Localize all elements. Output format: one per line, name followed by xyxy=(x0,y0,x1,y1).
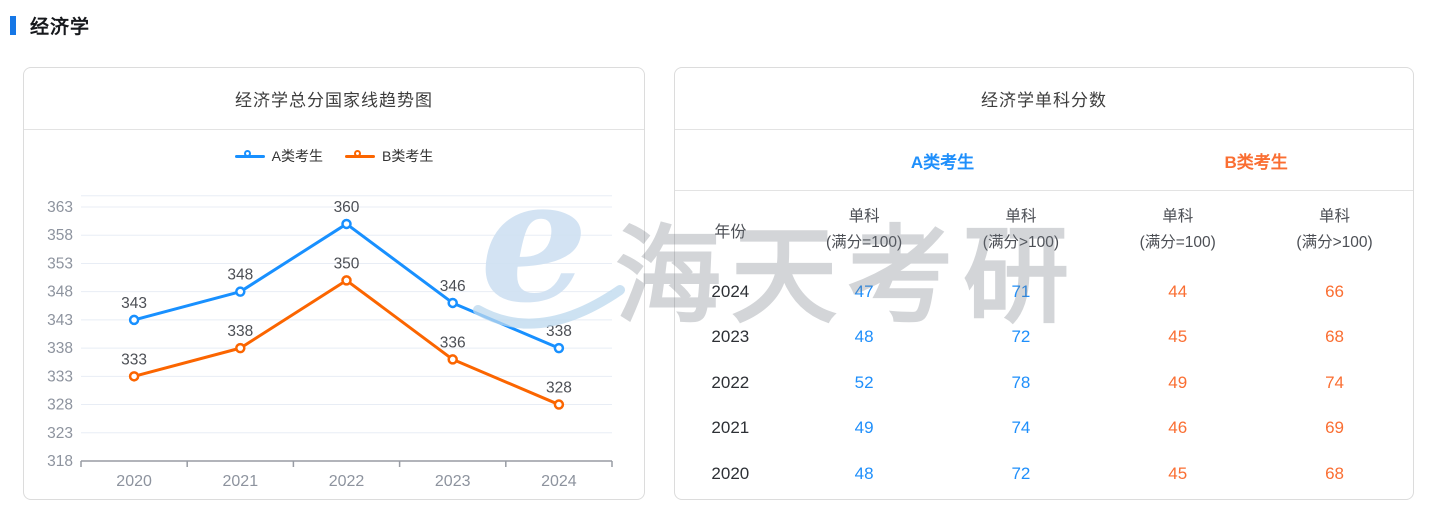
chart-legend: A类考生 B类考生 xyxy=(24,146,644,166)
data-point-label: 343 xyxy=(121,295,147,312)
cell-score-a1: 49 xyxy=(854,418,874,438)
table-card-title-row: 经济学单科分数 xyxy=(675,68,1413,130)
line-series xyxy=(132,222,561,350)
cell-score-b2: 69 xyxy=(1325,418,1344,438)
cell-year: 2020 xyxy=(711,463,750,483)
y-axis-tick-label: 318 xyxy=(47,453,73,470)
data-point-marker[interactable] xyxy=(553,399,565,410)
data-point-label: 348 xyxy=(227,267,253,284)
cell-score-a2: 71 xyxy=(1011,281,1031,301)
cell-score-b2: 68 xyxy=(1325,327,1344,347)
y-axis-tick-label: 323 xyxy=(47,425,73,442)
cell-score-b2: 68 xyxy=(1325,463,1344,483)
data-point-marker[interactable] xyxy=(235,286,246,297)
cell-score-b1: 46 xyxy=(1168,418,1188,438)
y-axis-tick-label: 358 xyxy=(47,227,73,244)
cell-year: 2021 xyxy=(711,418,750,438)
cell-year: 2024 xyxy=(711,281,750,301)
cell-score-a1: 47 xyxy=(854,281,874,301)
x-axis-tick-label: 2021 xyxy=(223,473,259,490)
y-axis-tick-label: 328 xyxy=(47,397,73,414)
col-header-a2: 单科 (满分>100) xyxy=(982,207,1060,251)
table-row: 2023 48 72 45 68 xyxy=(675,315,1413,361)
data-point-label: 338 xyxy=(227,323,253,340)
data-point-marker[interactable] xyxy=(128,371,140,382)
cell-score-b1: 44 xyxy=(1168,281,1188,301)
table-row: 2021 49 74 46 69 xyxy=(675,406,1413,452)
cell-year: 2022 xyxy=(711,372,750,392)
cell-score-b1: 45 xyxy=(1168,327,1188,347)
cell-score-b1: 49 xyxy=(1168,372,1188,392)
trend-line-chart[interactable]: 318 323 328 333 338 343 348 353 358 363 2020 2021 20… xyxy=(24,180,646,500)
cell-score-a1: 48 xyxy=(854,327,874,347)
accent-bar xyxy=(10,16,16,35)
data-point-label: 360 xyxy=(334,199,360,216)
y-axis-tick-label: 338 xyxy=(47,340,73,357)
chart-title: 经济学总分国家线趋势图 xyxy=(235,91,433,110)
y-axis-tick-label: 343 xyxy=(47,312,73,329)
y-axis-tick-label: 363 xyxy=(47,199,73,216)
data-point-marker[interactable] xyxy=(235,342,246,354)
legend-item-a[interactable]: A类考生 xyxy=(234,146,323,166)
table-row: 2020 48 72 45 68 xyxy=(675,451,1413,497)
data-point-marker[interactable] xyxy=(341,275,352,286)
table-row: 2022 52 78 49 74 xyxy=(675,360,1413,406)
group-header-row: A类考生 B类考生 xyxy=(675,130,1413,191)
col-header-b1: 单科 (满分=100) xyxy=(1139,207,1216,251)
legend-label-b: B类考生 xyxy=(382,148,434,164)
col-header-year: 年份 xyxy=(714,224,747,241)
group-header-b: B类考生 xyxy=(1224,152,1288,172)
legend-marker-b-icon xyxy=(345,149,375,163)
table-row: 2024 47 71 44 66 xyxy=(675,269,1413,315)
legend-item-b[interactable]: B类考生 xyxy=(345,146,433,166)
y-axis-tick-label: 333 xyxy=(47,368,73,385)
section-header: 经济学 xyxy=(10,12,90,39)
line-series xyxy=(132,278,561,407)
cell-score-a2: 74 xyxy=(1011,418,1031,438)
cell-score-a2: 72 xyxy=(1011,327,1031,347)
data-point-label: 328 xyxy=(546,380,572,397)
data-point-label: 338 xyxy=(546,323,572,340)
legend-label-a: A类考生 xyxy=(271,148,323,164)
group-header-a: A类考生 xyxy=(910,152,975,172)
cell-score-a1: 48 xyxy=(854,463,874,483)
cell-score-a2: 78 xyxy=(1011,372,1031,392)
data-point-label: 333 xyxy=(121,351,147,368)
cell-score-b1: 45 xyxy=(1168,463,1188,483)
cell-score-a2: 72 xyxy=(1011,463,1031,483)
chart-card: 经济学总分国家线趋势图 A类考生 B类考生 318 323 328 333 338 343… xyxy=(23,67,645,500)
x-axis-tick-label: 2022 xyxy=(329,473,365,490)
y-axis-tick-label: 353 xyxy=(47,255,73,272)
score-table-card: 经济学单科分数 A类考生 B类考生 年份 单科 (满分=100) 单科 (满分>… xyxy=(674,67,1414,500)
data-point-label: 336 xyxy=(440,334,466,351)
x-axis-tick-label: 2020 xyxy=(116,473,152,490)
col-header-b2: 单科 (满分>100) xyxy=(1296,207,1373,251)
section-title: 经济学 xyxy=(30,17,91,38)
data-point-marker[interactable] xyxy=(447,297,458,309)
cell-score-a1: 52 xyxy=(854,372,874,392)
y-axis-tick-label: 348 xyxy=(47,284,73,301)
score-table: 年份 单科 (满分=100) 单科 (满分>100) 单科 (满分=100) 单… xyxy=(675,191,1413,497)
x-axis-tick-label: 2024 xyxy=(541,473,577,490)
x-axis-tick-label: 2023 xyxy=(435,473,471,490)
col-header-a1: 单科 (满分=100) xyxy=(825,207,903,251)
table-header-row: 年份 单科 (满分=100) 单科 (满分>100) 单科 (满分=100) 单… xyxy=(675,191,1413,269)
data-point-marker[interactable] xyxy=(447,354,458,365)
table-title: 经济学单科分数 xyxy=(981,91,1107,110)
cell-score-b2: 66 xyxy=(1325,281,1344,301)
cell-score-b2: 74 xyxy=(1325,372,1344,392)
cell-year: 2023 xyxy=(711,327,750,347)
data-point-label: 350 xyxy=(334,255,360,272)
chart-card-title-row: 经济学总分国家线趋势图 xyxy=(24,68,644,130)
legend-marker-a-icon xyxy=(234,149,265,163)
data-point-marker[interactable] xyxy=(128,314,140,326)
data-point-marker[interactable] xyxy=(553,342,565,354)
data-point-marker[interactable] xyxy=(341,218,352,230)
data-point-label: 346 xyxy=(440,278,466,295)
